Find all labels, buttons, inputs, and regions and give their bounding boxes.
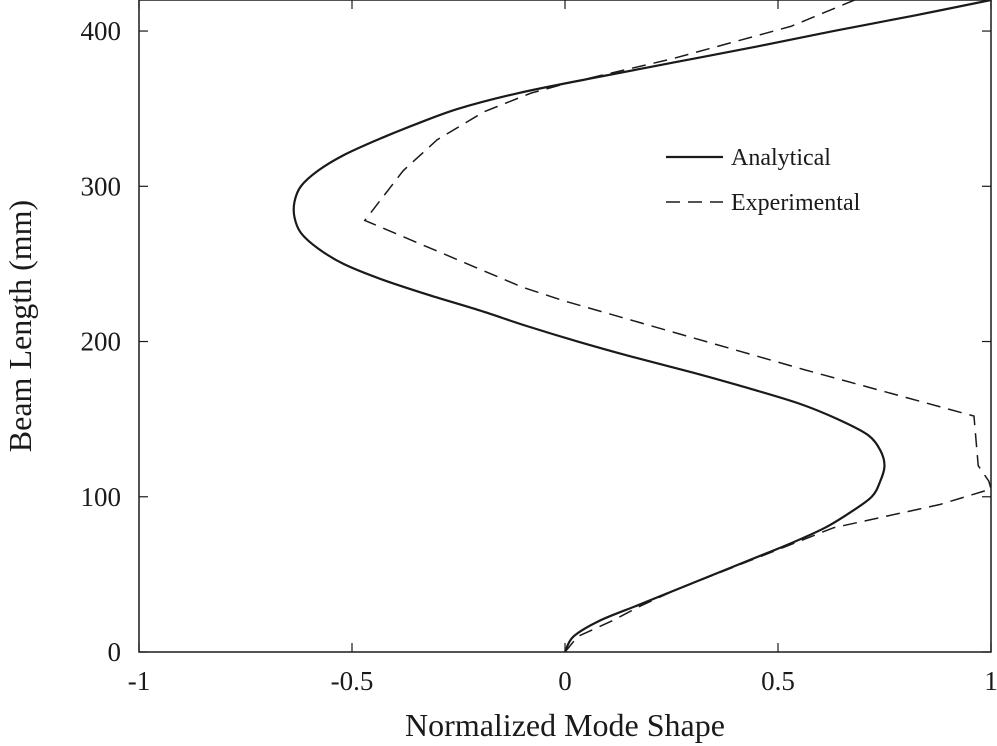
x-tick-label: -0.5: [331, 666, 374, 696]
legend-label-analytical: Analytical: [731, 145, 831, 171]
y-tick-label: 200: [81, 327, 122, 357]
legend: Analytical Experimental: [666, 145, 861, 216]
x-tick-label: -1: [128, 666, 151, 696]
x-tick-label: 1: [984, 666, 997, 696]
series-layer: [292, 0, 992, 653]
series-line-experimental: [363, 0, 992, 653]
x-axis-label: Normalized Mode Shape: [405, 707, 725, 743]
y-tick-label: 0: [108, 637, 122, 667]
series-line-analytical: [292, 0, 992, 653]
legend-label-experimental: Experimental: [731, 190, 861, 216]
y-tick-label: 100: [81, 482, 122, 512]
y-tick-label: 300: [81, 171, 122, 201]
y-axis-label: Beam Length (mm): [2, 200, 38, 452]
y-axis-ticks: 0 100 200 300 400: [81, 16, 991, 667]
plot-area-border: [138, 0, 992, 653]
x-axis-ticks: -1 -0.5 0 0.5 1: [128, 0, 997, 696]
x-tick-label: 0: [558, 666, 572, 696]
y-tick-label: 400: [81, 16, 122, 46]
x-tick-label: 0.5: [761, 666, 795, 696]
